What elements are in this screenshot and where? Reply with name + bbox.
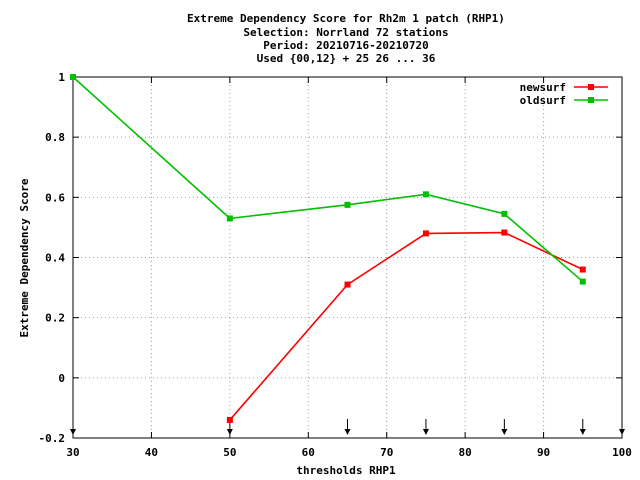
data-point-newsurf bbox=[422, 230, 429, 237]
series-group bbox=[70, 74, 586, 423]
data-point-oldsurf bbox=[579, 278, 586, 285]
x-tick-label: 80 bbox=[459, 446, 472, 459]
data-point-newsurf bbox=[501, 229, 508, 236]
y-tick-label: 0.4 bbox=[45, 252, 65, 265]
threshold-arrow-head bbox=[619, 429, 625, 435]
threshold-arrow-head bbox=[226, 429, 233, 435]
threshold-arrow-head bbox=[70, 429, 76, 435]
threshold-arrows bbox=[70, 419, 625, 435]
x-tick-label: 30 bbox=[66, 446, 79, 459]
x-tick-label: 70 bbox=[380, 446, 393, 459]
y-tick-label: -0.2 bbox=[39, 432, 66, 445]
x-tick-label: 90 bbox=[537, 446, 550, 459]
x-tick-label: 50 bbox=[223, 446, 236, 459]
legend-label-newsurf: newsurf bbox=[520, 81, 566, 94]
title-line-1: Extreme Dependency Score for Rh2m 1 patc… bbox=[187, 12, 505, 25]
series-line-newsurf bbox=[229, 231, 584, 421]
y-tick-label: 0.8 bbox=[45, 131, 65, 144]
legend-marker-oldsurf bbox=[588, 97, 594, 103]
data-point-newsurf bbox=[226, 416, 233, 423]
series-line-oldsurf bbox=[72, 76, 584, 283]
data-point-oldsurf bbox=[344, 201, 351, 208]
y-tick-label: 1 bbox=[58, 71, 65, 84]
data-point-newsurf bbox=[579, 266, 586, 273]
y-tick-label: 0 bbox=[58, 372, 65, 385]
data-point-oldsurf bbox=[422, 191, 429, 198]
y-tick-label: 0.6 bbox=[45, 191, 65, 204]
axes bbox=[72, 76, 623, 439]
legend-label-oldsurf: oldsurf bbox=[520, 94, 566, 107]
data-point-oldsurf bbox=[501, 210, 508, 217]
threshold-arrow-head bbox=[501, 429, 508, 435]
y-tick-label: 0.2 bbox=[45, 312, 65, 325]
chart-title: Extreme Dependency Score for Rh2m 1 patc… bbox=[187, 12, 505, 65]
x-tick-label: 100 bbox=[612, 446, 632, 459]
x-tick-label: 60 bbox=[302, 446, 315, 459]
x-tick-label: 40 bbox=[145, 446, 158, 459]
grid bbox=[73, 77, 622, 438]
data-point-oldsurf bbox=[70, 74, 76, 80]
data-point-oldsurf bbox=[226, 215, 233, 222]
x-axis-label: thresholds RHP1 bbox=[296, 464, 396, 477]
threshold-arrow-head bbox=[422, 429, 429, 435]
title-line-4: Used {00,12} + 25 26 ... 36 bbox=[257, 52, 436, 65]
legend-marker-newsurf bbox=[588, 84, 594, 90]
title-line-3: Period: 20210716-20210720 bbox=[263, 39, 429, 52]
y-axis-label: Extreme Dependency Score bbox=[18, 178, 31, 337]
title-line-2: Selection: Norrland 72 stations bbox=[243, 26, 448, 39]
threshold-arrow-head bbox=[579, 429, 586, 435]
data-point-newsurf bbox=[344, 281, 351, 288]
threshold-arrow-head bbox=[344, 429, 351, 435]
tick-labels: 30 40 50 60 70 80 90 100 -0.2 0 0.2 0.4 0.6 0.8 1 bbox=[39, 71, 632, 459]
plot-border bbox=[72, 76, 623, 439]
